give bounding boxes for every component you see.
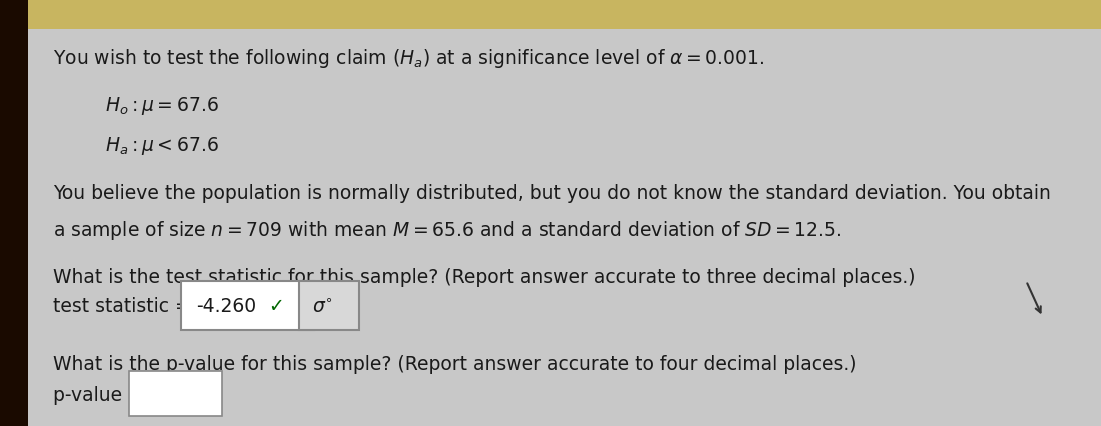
Text: test statistic =: test statistic =: [53, 296, 197, 315]
Text: $H_o : \mu = 67.6$: $H_o : \mu = 67.6$: [105, 95, 218, 117]
Text: ✓: ✓: [269, 296, 284, 315]
FancyBboxPatch shape: [181, 281, 314, 331]
Text: You wish to test the following claim ($H_a$) at a significance level of $\alpha : You wish to test the following claim ($H…: [53, 47, 764, 70]
Text: $\sigma^{\circ}$: $\sigma^{\circ}$: [312, 296, 333, 315]
Text: p-value =: p-value =: [53, 386, 144, 404]
FancyBboxPatch shape: [299, 281, 359, 331]
FancyBboxPatch shape: [129, 371, 222, 416]
Text: What is the test statistic for this sample? (Report answer accurate to three dec: What is the test statistic for this samp…: [53, 267, 915, 286]
Text: You believe the population is normally distributed, but you do not know the stan: You believe the population is normally d…: [53, 184, 1050, 203]
Text: -4.260: -4.260: [196, 296, 257, 315]
Text: a sample of size $n = 709$ with mean $M = 65.6$ and a standard deviation of $SD : a sample of size $n = 709$ with mean $M …: [53, 218, 841, 241]
Text: What is the p-value for this sample? (Report answer accurate to four decimal pla: What is the p-value for this sample? (Re…: [53, 354, 857, 373]
Text: $H_a : \mu < 67.6$: $H_a : \mu < 67.6$: [105, 134, 218, 156]
FancyBboxPatch shape: [0, 0, 28, 426]
FancyBboxPatch shape: [28, 0, 1101, 30]
